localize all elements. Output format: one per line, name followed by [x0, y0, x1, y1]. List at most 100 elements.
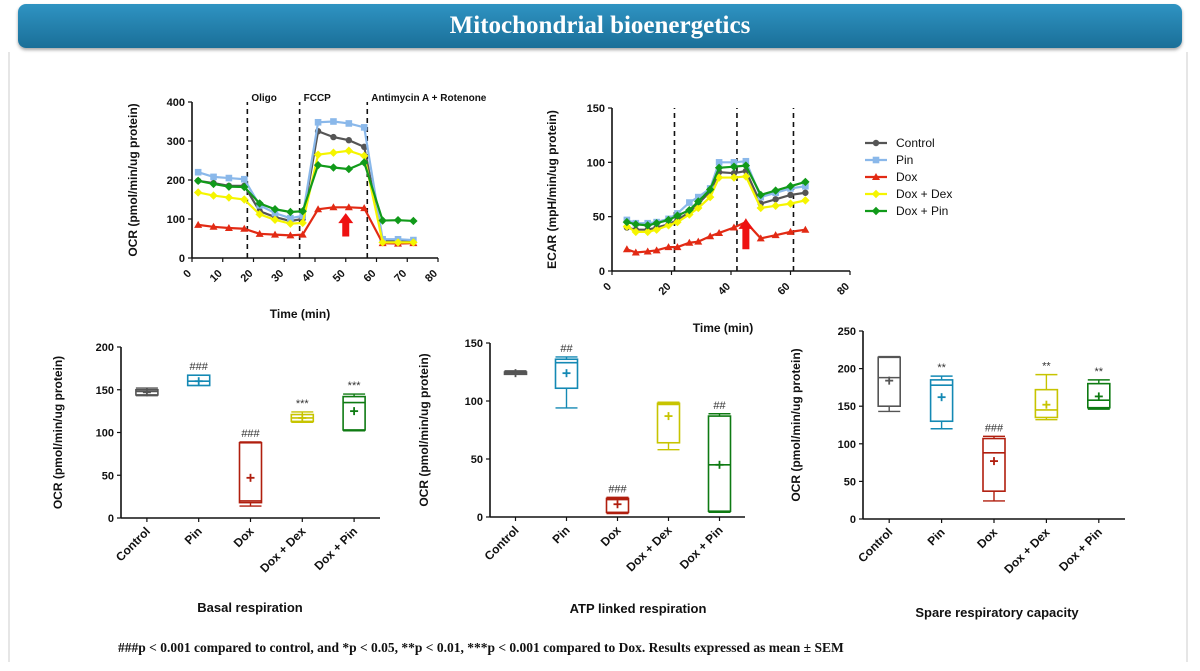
ecar-timecourse-point-dox	[652, 246, 661, 254]
ocr-timecourse-y-tick-label: 100	[167, 214, 185, 226]
basal-respiration-category-label-dox-pin: Dox + Pin	[311, 524, 360, 573]
atp-linked-respiration-box-dox-dex	[656, 401, 681, 451]
ocr-timecourse-x-tick-label: 80	[423, 268, 440, 285]
atp-linked-respiration-y-tick-label: 100	[465, 396, 483, 408]
ocr-timecourse-point-dox-dex	[270, 215, 280, 224]
ecar-timecourse-point-dox	[706, 232, 715, 240]
ocr-timecourse-point-dox-dex	[209, 191, 218, 200]
ecar-timecourse-x-axis-title: Time (min)	[693, 321, 753, 335]
ecar-timecourse-point-dox-dex	[756, 203, 765, 213]
ecar-timecourse-red-arrow	[738, 218, 754, 250]
ecar-timecourse-point-dox-pin	[714, 163, 724, 172]
atp-linked-respiration-caption: ATP linked respiration	[570, 601, 707, 616]
legend-marker-pin	[872, 156, 880, 164]
ocr-timecourse-point-pin	[225, 174, 233, 182]
atp-linked-respiration-category-label-control: Control	[482, 523, 522, 563]
ocr-timecourse-point-dox-pin	[409, 216, 418, 226]
ecar-timecourse-x-tick-label: 60	[775, 281, 792, 298]
legend-label-pin: Pin	[896, 153, 913, 167]
ocr-timecourse-point-dox-pin	[313, 160, 323, 170]
atp-linked-respiration-box-control	[503, 369, 528, 378]
ocr-timecourse-point-dox-pin	[344, 164, 354, 174]
ecar-timecourse-point-dox	[715, 228, 724, 236]
ecar-timecourse-point-dox-pin	[801, 177, 810, 187]
ocr-timecourse-point-pin	[210, 173, 217, 181]
ecar-timecourse-point-control	[787, 191, 794, 199]
ocr-timecourse-point-dox-pin	[255, 199, 264, 208]
ecar-timecourse-point-dox	[756, 234, 765, 242]
spare-respiratory-capacity-category-label-dox-dex: Dox + Dex	[1001, 525, 1052, 576]
ecar-timecourse-point-dox	[664, 243, 673, 251]
ocr-timecourse-point-dox-dex	[360, 151, 369, 161]
ecar-timecourse-y-tick-label: 100	[587, 157, 605, 169]
ocr-timecourse-point-dox-dex	[313, 150, 323, 159]
legend-label-control: Control	[896, 136, 935, 150]
ocr-timecourse-red-arrow	[338, 213, 354, 237]
ecar-timecourse-point-dox-dex	[652, 225, 661, 234]
ocr-timecourse-point-dox-pin	[209, 179, 218, 189]
ocr-timecourse-point-pin	[287, 214, 294, 222]
ocr-timecourse-point-pin	[330, 118, 337, 125]
ocr-timecourse-point-dox-dex	[240, 195, 249, 204]
ecar-timecourse-x-tick-label: 20	[656, 281, 673, 298]
ocr-timecourse-x-tick-label: 30	[269, 268, 286, 285]
ecar-timecourse-point-dox	[694, 237, 703, 245]
atp-linked-respiration-box-pin: ##	[554, 343, 579, 409]
footnote: ###p < 0.001 compared to control, and *p…	[118, 640, 844, 655]
ecar-timecourse-series-dox	[622, 218, 810, 256]
ocr-timecourse-point-dox-dex	[393, 238, 403, 247]
ecar-timecourse-x-tick-label: 80	[835, 281, 852, 298]
ecar-timecourse-point-dox-dex	[685, 210, 694, 219]
ecar-timecourse-point-dox-pin	[664, 215, 673, 225]
atp-linked-respiration-panel: 0 50 100 150 Control ## Pin ### Dox Dox + Dex ## Do…	[465, 338, 745, 616]
ocr-timecourse-point-dox	[194, 220, 203, 228]
basal-respiration-category-label-dox: Dox	[231, 524, 257, 550]
atp-linked-respiration-box-dox-pin: ##	[707, 400, 732, 514]
spare-respiratory-capacity-category-label-dox-pin: Dox + Pin	[1056, 525, 1105, 574]
ocr-timecourse-point-dox-dex	[329, 148, 338, 157]
ecar-timecourse-point-dox-dex	[771, 201, 780, 210]
ecar-timecourse-point-dox-dex	[801, 196, 810, 205]
ocr-timecourse-x-tick-label: 70	[392, 268, 409, 285]
ecar-timecourse-y-tick-label: 0	[599, 266, 605, 278]
ecar-timecourse-point-dox-dex	[643, 227, 652, 237]
ocr-timecourse-point-dox	[255, 229, 264, 237]
ecar-timecourse-point-control	[802, 189, 809, 196]
ocr-timecourse-series-pin	[194, 118, 417, 244]
ocr-timecourse-point-dox-pin	[270, 205, 280, 214]
atp-linked-respiration-category-label-pin: Pin	[550, 523, 573, 546]
ocr-timecourse-point-dox-pin	[224, 182, 234, 191]
legend-label-dox: Dox	[896, 170, 917, 184]
ocr-timecourse-x-axis-title: Time (min)	[270, 307, 330, 321]
atp-linked-respiration-box-dox: ###	[605, 483, 630, 515]
ocr-timecourse-injection-fccp: FCCP	[304, 93, 332, 104]
ocr-timecourse-point-dox-dex	[255, 210, 264, 219]
title-banner: Mitochondrial bioenergetics	[18, 4, 1182, 48]
atp-linked-respiration-iqr-box	[656, 402, 681, 444]
ecar-timecourse-point-dox	[729, 223, 738, 231]
ecar-timecourse-point-dox-dex	[673, 217, 682, 227]
basal-respiration-category-label-control: Control	[113, 524, 153, 564]
spare-respiratory-capacity-box-dox-pin: **	[1087, 366, 1111, 410]
ocr-timecourse-injection-oligo: Oligo	[251, 93, 277, 104]
ocr-timecourse-point-dox-pin	[378, 216, 387, 225]
basal-respiration-box-dox-pin: ***	[342, 380, 366, 432]
atp-linked-respiration-significance-label: ##	[560, 343, 573, 355]
basal-respiration-significance-label: ###	[241, 428, 260, 440]
ocr-timecourse-point-pin	[194, 168, 202, 176]
ocr-timecourse-point-dox	[329, 203, 338, 211]
ocr-timecourse-y-tick-label: 300	[167, 136, 185, 148]
ecar-timecourse-point-dox-pin	[643, 221, 652, 230]
ecar-timecourse-x-tick-label: 0	[601, 281, 614, 294]
ecar-timecourse-point-dox-dex	[729, 173, 739, 182]
ocr-timecourse-y-tick-label: 400	[167, 97, 185, 109]
frame-left-border	[8, 52, 10, 662]
ecar-timecourse-series-dox-pin	[622, 161, 810, 230]
legend-marker-dox-pin	[871, 206, 881, 216]
ocr-timecourse-x-tick-label: 40	[300, 268, 317, 285]
spare-respiratory-capacity-box-dox-dex: **	[1034, 361, 1059, 421]
ecar-timecourse-point-dox-pin	[729, 162, 739, 171]
spare-respiratory-capacity-category-label-control: Control	[855, 525, 895, 565]
atp-linked-respiration-category-label-dox-dex: Dox + Dex	[623, 523, 674, 574]
